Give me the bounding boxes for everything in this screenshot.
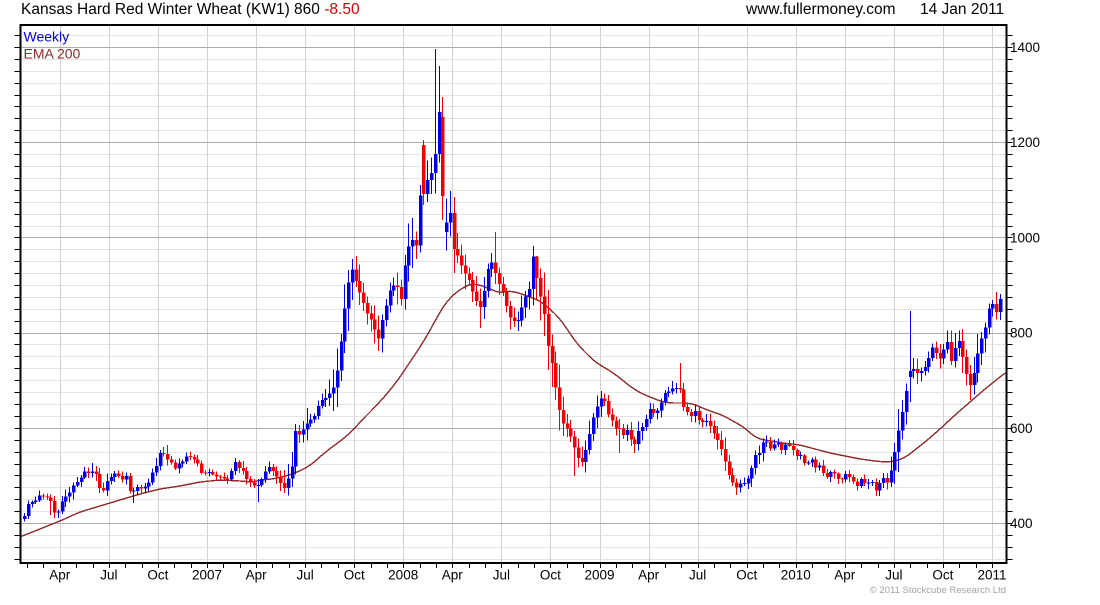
svg-text:Jul: Jul	[885, 568, 902, 583]
svg-text:400: 400	[1010, 516, 1033, 531]
svg-text:Jul: Jul	[100, 568, 117, 583]
svg-text:Kansas Hard Red Winter Wheat (: Kansas Hard Red Winter Wheat (KW1) 860 -…	[21, 1, 360, 18]
svg-text:1400: 1400	[1010, 40, 1040, 55]
svg-text:2009: 2009	[584, 568, 614, 583]
svg-text:Oct: Oct	[344, 568, 365, 583]
svg-text:Apr: Apr	[246, 568, 268, 583]
svg-text:600: 600	[1010, 421, 1033, 436]
svg-text:EMA 200: EMA 200	[24, 45, 81, 61]
svg-text:Apr: Apr	[49, 568, 71, 583]
svg-text:Jul: Jul	[296, 568, 313, 583]
svg-text:Apr: Apr	[834, 568, 856, 583]
svg-text:2007: 2007	[192, 568, 222, 583]
svg-text:Jul: Jul	[493, 568, 510, 583]
svg-text:Oct: Oct	[147, 568, 168, 583]
svg-text:Weekly: Weekly	[24, 29, 70, 45]
svg-text:© 2011 Stockcube Research Ltd: © 2011 Stockcube Research Ltd	[870, 585, 1006, 596]
svg-text:Oct: Oct	[932, 568, 953, 583]
svg-text:Jul: Jul	[689, 568, 706, 583]
svg-text:800: 800	[1010, 326, 1033, 341]
svg-text:2008: 2008	[388, 568, 418, 583]
svg-text:14 Jan 2011: 14 Jan 2011	[920, 1, 1004, 18]
svg-text:2010: 2010	[781, 568, 811, 583]
svg-text:Oct: Oct	[736, 568, 757, 583]
svg-text:Apr: Apr	[442, 568, 464, 583]
svg-text:Oct: Oct	[540, 568, 561, 583]
svg-text:1200: 1200	[1010, 135, 1040, 150]
svg-text:www.fullermoney.com: www.fullermoney.com	[745, 1, 896, 18]
svg-text:Apr: Apr	[638, 568, 660, 583]
svg-text:1000: 1000	[1010, 230, 1040, 245]
svg-text:2011: 2011	[977, 568, 1006, 583]
